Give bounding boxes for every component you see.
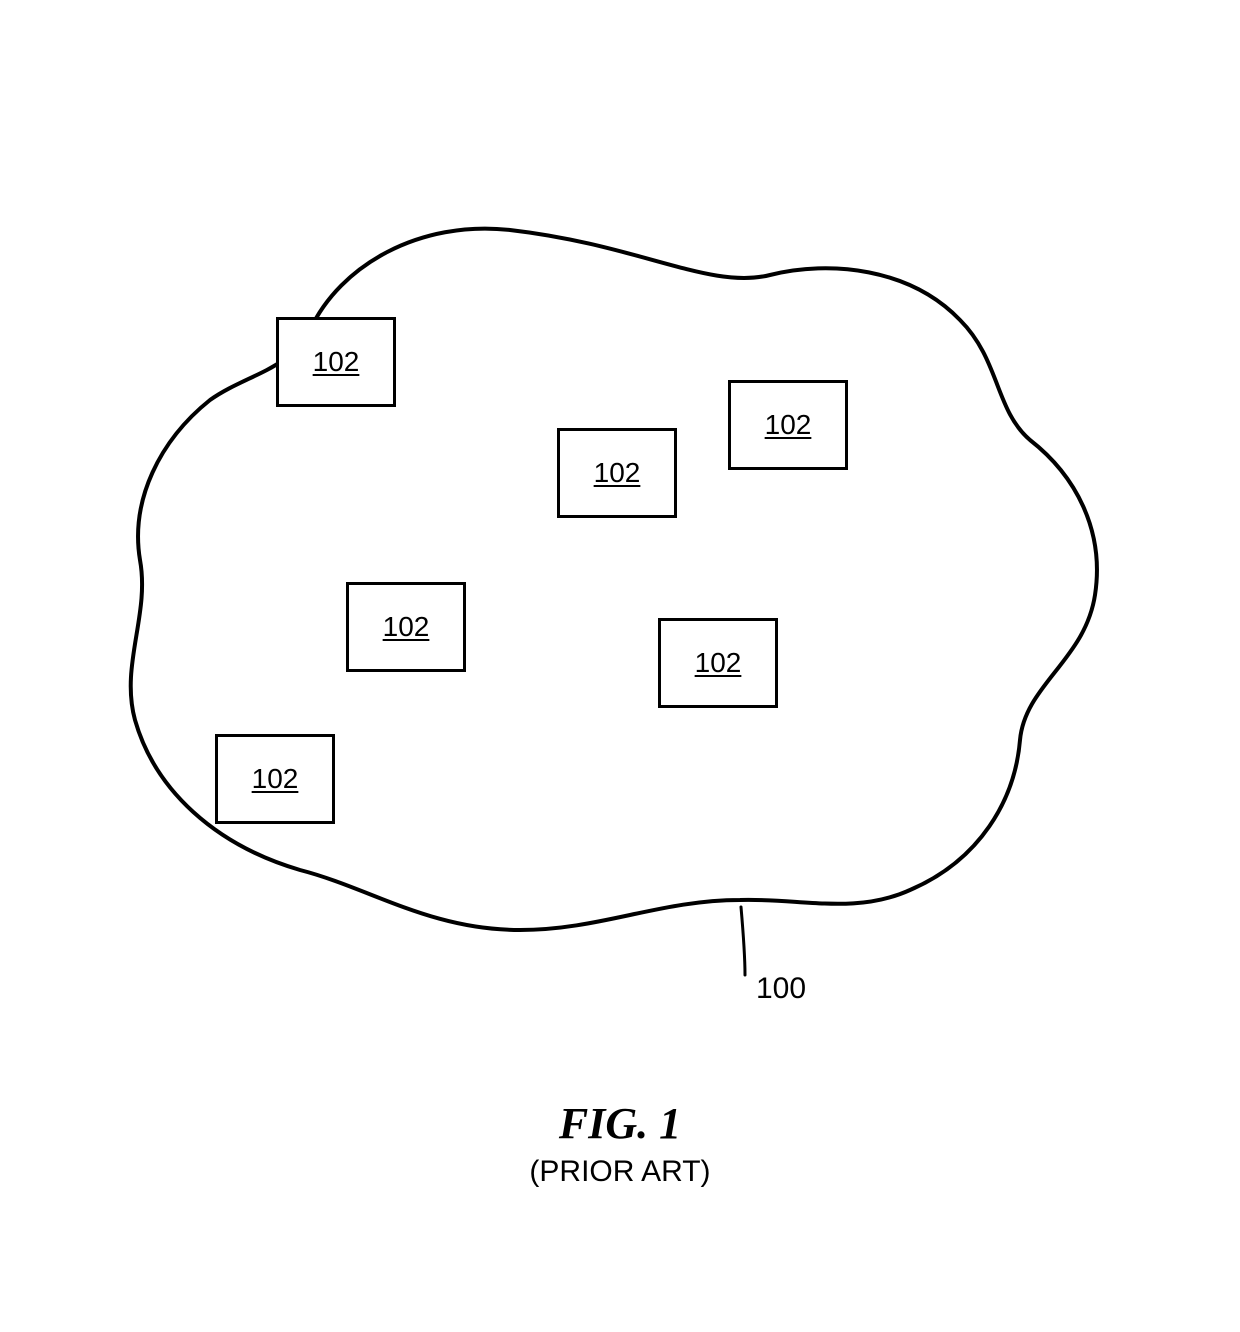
node-box: 102 bbox=[276, 317, 396, 407]
figure-title: FIG. 1 bbox=[0, 1098, 1240, 1149]
node-box: 102 bbox=[728, 380, 848, 470]
leader-line bbox=[741, 907, 745, 975]
node-box: 102 bbox=[557, 428, 677, 518]
node-label: 102 bbox=[594, 457, 641, 489]
node-label: 102 bbox=[695, 647, 742, 679]
node-label: 102 bbox=[313, 346, 360, 378]
figure-caption: FIG. 1 (PRIOR ART) bbox=[0, 1098, 1240, 1189]
node-box: 102 bbox=[215, 734, 335, 824]
diagram-canvas: 102 102 102 102 102 102 100 FIG. 1 (PRIO… bbox=[0, 0, 1240, 1332]
node-box: 102 bbox=[658, 618, 778, 708]
figure-subtitle: (PRIOR ART) bbox=[0, 1155, 1240, 1189]
node-box: 102 bbox=[346, 582, 466, 672]
node-label: 102 bbox=[252, 763, 299, 795]
node-label: 102 bbox=[383, 611, 430, 643]
node-label: 102 bbox=[765, 409, 812, 441]
reference-number: 100 bbox=[756, 972, 806, 1006]
